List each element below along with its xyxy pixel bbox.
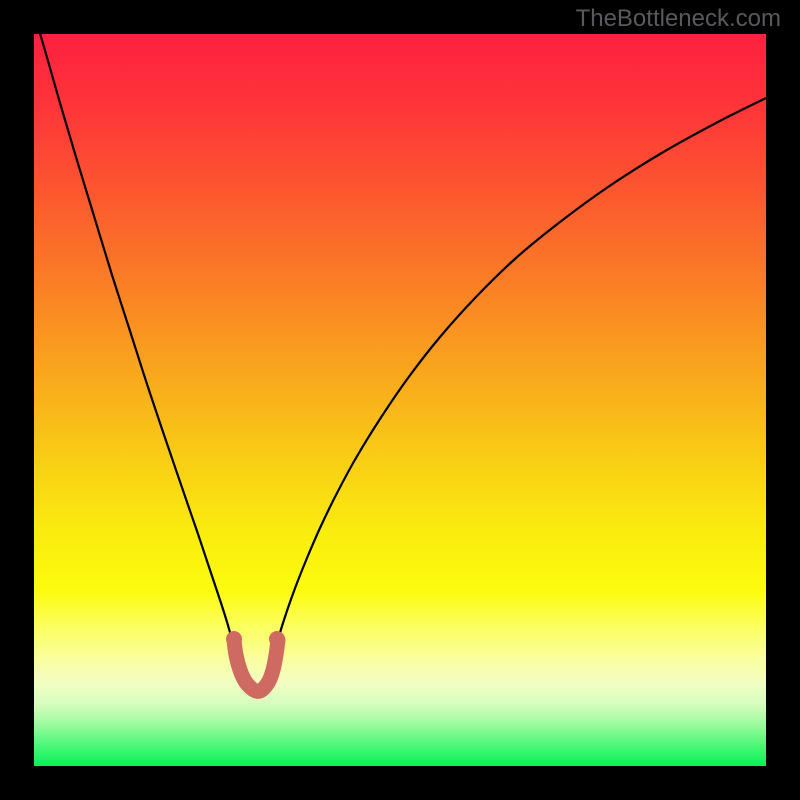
optimal-zone-marker-right (269, 631, 285, 647)
gradient-background (34, 34, 766, 766)
optimal-zone-marker-left (226, 631, 242, 647)
bottleneck-curve-chart (0, 0, 800, 800)
